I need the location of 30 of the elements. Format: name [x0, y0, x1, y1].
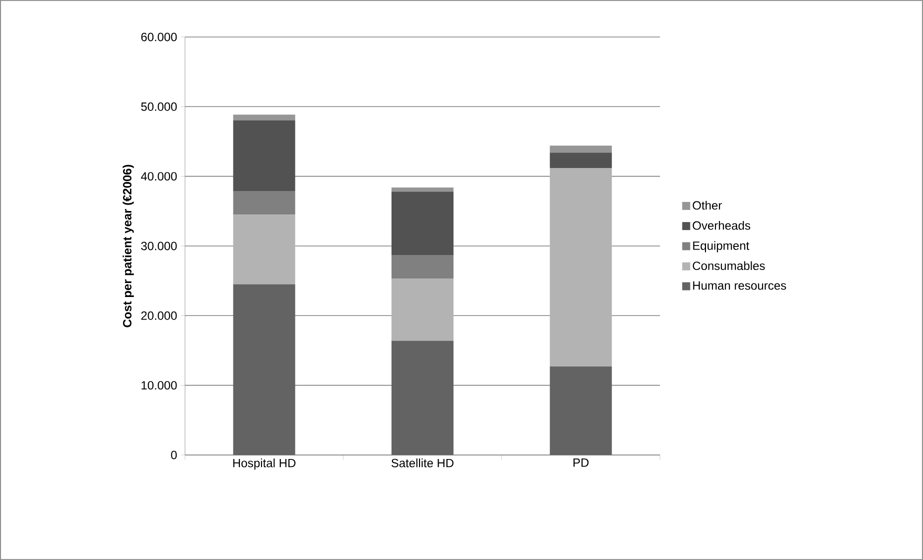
legend-label: Human resources [693, 281, 786, 290]
bar [233, 114, 296, 120]
bar [550, 366, 612, 455]
legend-label: Overheads [692, 220, 750, 230]
bar [233, 120, 296, 191]
y-tick-label: 50.000 [141, 102, 177, 111]
bar [392, 192, 454, 256]
x-tick-label: Hospital HD [233, 458, 296, 470]
bar [392, 187, 454, 192]
y-tick-label: 40.000 [140, 172, 177, 181]
y-tick-label: 20.000 [141, 311, 177, 320]
bar [233, 284, 296, 455]
legend-label: Equipment [693, 241, 750, 252]
y-tick-label: 10.000 [142, 381, 177, 390]
bar [392, 255, 454, 279]
y-tick-label: 30.000 [141, 242, 177, 250]
x-tick-label: PD [574, 458, 589, 467]
bar [233, 214, 296, 284]
bar [392, 340, 454, 455]
y-tick-label: 60.000 [141, 32, 177, 42]
bar [550, 152, 612, 168]
bar [550, 146, 612, 153]
bar [550, 168, 612, 367]
y-tick-label: 0 [171, 450, 177, 460]
legend-label: Consumables [692, 261, 765, 270]
legend-label: Other [692, 200, 722, 210]
y-axis-title: Cost per patient year (€2006) [122, 164, 134, 328]
x-tick-label: Satellite HD [391, 458, 454, 468]
bar [233, 190, 296, 215]
bar [392, 278, 454, 341]
